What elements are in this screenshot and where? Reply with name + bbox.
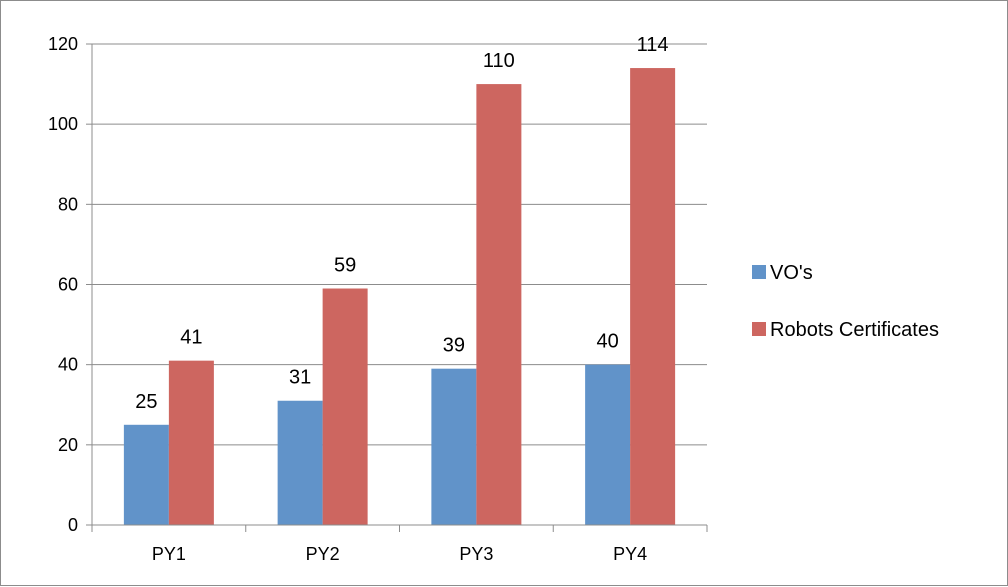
data-label: 59: [334, 255, 356, 277]
bar: [585, 364, 631, 525]
x-tick-label: PY4: [613, 544, 647, 564]
y-tick-label: 0: [68, 515, 78, 535]
bar: [476, 84, 522, 525]
bar: [322, 288, 368, 525]
bar: [277, 400, 323, 525]
y-tick-label: 100: [48, 114, 78, 134]
y-tick-label: 120: [48, 34, 78, 54]
y-tick-label: 80: [58, 194, 78, 214]
data-label: 39: [443, 335, 465, 357]
bar: [168, 360, 214, 525]
data-label: 114: [637, 34, 669, 56]
bar: [123, 424, 169, 525]
y-tick-label: 40: [58, 355, 78, 375]
bars: [123, 68, 676, 526]
axes: [86, 43, 708, 532]
legend-label: VO's: [770, 262, 813, 284]
labels: 0 20 40 60 80 100 120 PY1 25 41 PY2 31 59 PY3 39 110 PY4…: [48, 34, 669, 564]
bar: [630, 68, 676, 526]
y-tick-label: 20: [58, 435, 78, 455]
x-tick-label: PY1: [152, 544, 186, 564]
legend-swatch: [752, 265, 766, 279]
data-label: 40: [597, 331, 619, 353]
legend-swatch: [752, 322, 766, 336]
bar: [431, 368, 477, 525]
data-label: 110: [483, 50, 515, 72]
x-tick-label: PY2: [306, 544, 340, 564]
data-label: 25: [135, 391, 157, 413]
legend: VO's Robots Certificates: [752, 262, 939, 341]
legend-label: Robots Certificates: [770, 319, 939, 341]
x-tick-label: PY3: [459, 544, 493, 564]
data-label: 41: [180, 327, 202, 349]
data-label: 31: [289, 367, 311, 389]
y-tick-label: 60: [58, 275, 78, 295]
